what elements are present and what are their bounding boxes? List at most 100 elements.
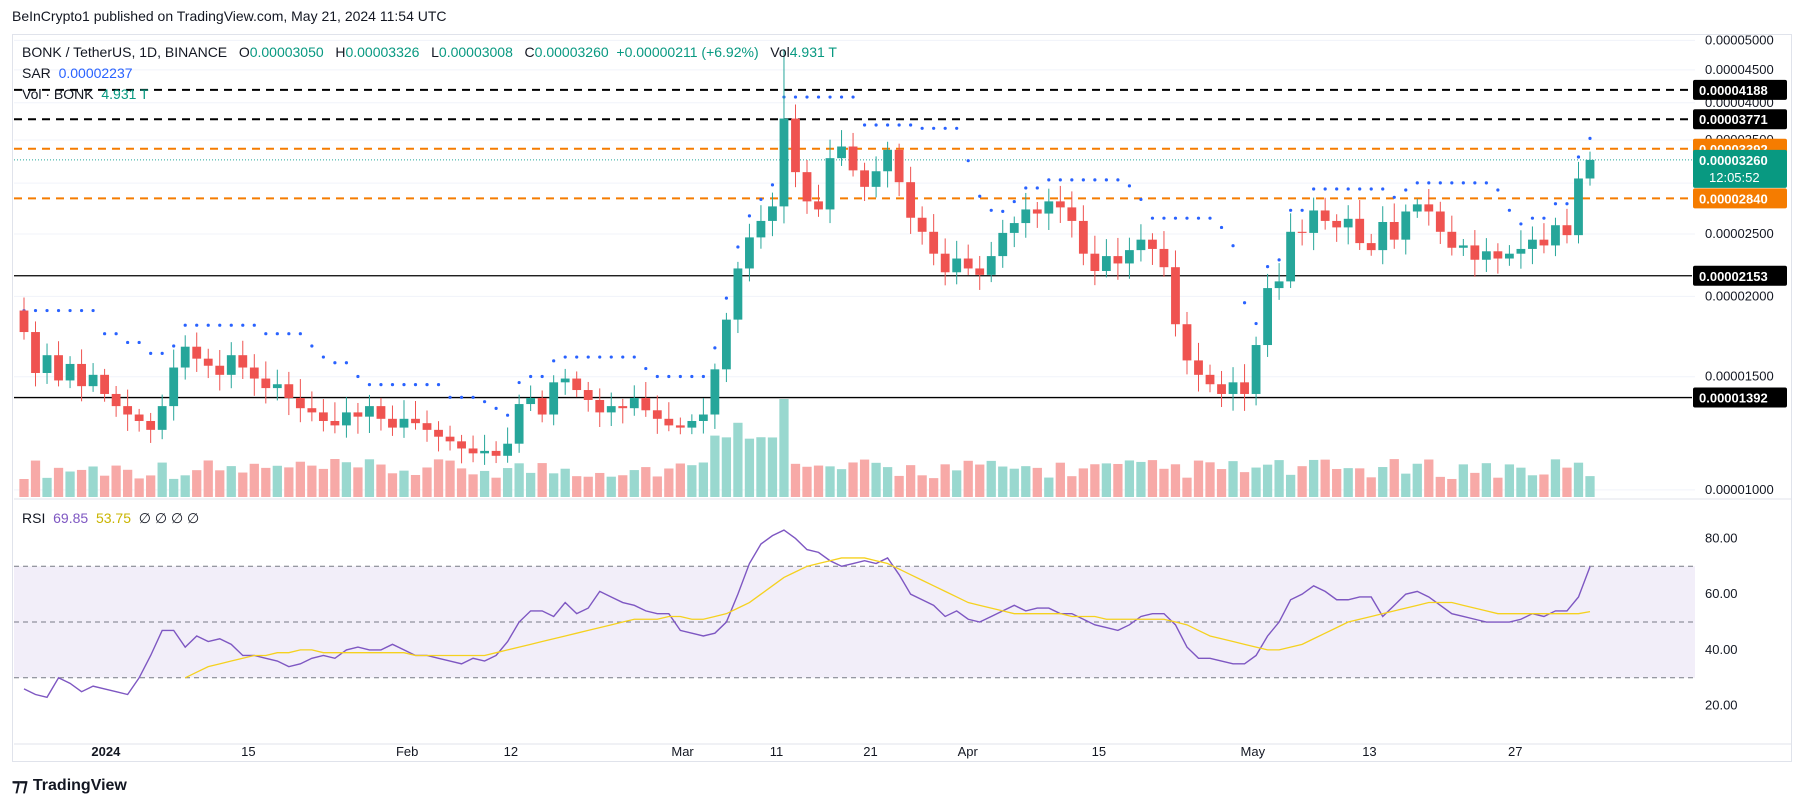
sar-dot [275,332,279,336]
candle-body [1274,281,1284,289]
volume-bar [1355,468,1365,497]
volume-bar [445,460,455,497]
sar-dot [1588,136,1592,140]
volume-bar [1228,461,1238,497]
sar-dot [1530,216,1535,220]
candle-body [1378,221,1388,251]
volume-bar [1458,464,1468,497]
sar-dot [56,308,61,313]
candle-body [1228,382,1238,394]
volume-bar [1297,466,1307,497]
volume-bar [180,475,190,497]
sar-dot [713,346,717,350]
time-tick-label: 27 [1508,744,1522,759]
price-tick-label: 0.00002000 [1705,288,1774,303]
candle-body [134,414,144,421]
volume-bar [387,473,398,497]
candle-body [1044,201,1054,214]
candle-body [871,171,881,187]
candle-body [917,217,927,232]
candle-body [860,170,869,187]
volume-bar [1447,478,1457,497]
time-tick-label: Mar [671,744,694,759]
candle-body [1125,250,1134,264]
sar-dots [22,95,1592,417]
volume-legend[interactable]: Vol · BONK 4.931 T [22,86,149,102]
sar-dot [1438,181,1442,185]
symbol-label[interactable]: BONK / TetherUS, 1D, BINANCE [22,44,228,60]
sar-dot [379,383,383,387]
candle-body [768,206,777,221]
sar-dot [506,413,510,417]
volume-bar [76,469,87,497]
sar-dot [1565,202,1569,206]
sar-dot [816,95,821,99]
volume-bar [1009,468,1019,497]
volume-bar [1504,464,1515,497]
change-value: +0.00000211 (+6.92%) [616,44,759,60]
volume-bar [537,463,547,497]
volume-bar [1343,468,1353,497]
sar-dot [33,308,38,313]
volume-bar [698,462,709,497]
volume-bar [1493,477,1503,497]
candle-body [698,414,708,421]
volume-bar [595,472,605,497]
volume-bar [1182,477,1192,497]
candle-body [733,268,743,320]
volume-bar [1401,473,1411,497]
volume-bar [1159,468,1169,497]
rsi-tick-label: 40.00 [1705,642,1738,657]
volume-bar [502,468,513,497]
sar-dot [183,323,187,327]
sar-dot [321,355,325,359]
volume-bar [641,467,651,497]
candle-body [1182,324,1192,361]
volume-bar [30,460,41,497]
last-price-badge [1693,149,1787,188]
volume-bar [1055,462,1065,497]
tradingview-footer[interactable]: ⁊⁊ TradingView [12,776,127,796]
level-badge [1693,188,1787,209]
rsi-extra: ∅ ∅ ∅ ∅ [138,510,200,526]
candle-body [192,346,202,359]
candle-body [537,397,547,415]
low-label: L [431,44,439,60]
sar-dot [793,95,798,99]
sar-dot [1289,208,1293,212]
sar-dot [1496,188,1500,192]
candle-body [468,448,478,454]
candle-body [560,378,570,383]
time-tick-label: Apr [958,744,979,759]
sar-dot [425,383,429,387]
level-badge [1693,79,1787,100]
volume-bar [157,462,167,497]
sar-dot [1208,216,1212,220]
candle-body [514,404,524,444]
volume-bar [1527,475,1538,497]
candle-body [883,149,893,172]
sar-dot [989,208,993,212]
sar-dot [586,355,590,359]
volume-bar [975,464,985,497]
volume-bar [99,475,110,497]
sar-dot [897,123,901,127]
candle-body [376,406,386,419]
candle-body [825,158,835,210]
volume-bar [1021,466,1031,497]
sar-dot [137,340,141,345]
volume-bar [134,478,144,497]
candle-body [123,406,133,415]
sar-dot [1185,216,1189,220]
rsi-legend[interactable]: RSI 69.85 53.75 ∅ ∅ ∅ ∅ [22,510,199,527]
volume-bar [456,468,467,497]
candle-body [1401,211,1411,240]
sar-dot [920,126,924,130]
candle-body [307,408,317,413]
volume-bar [169,478,179,497]
sar-legend[interactable]: SAR 0.00002237 [22,65,133,81]
price-badges: 0.000041880.000037710.000033920.00002840… [1693,79,1787,408]
candle-body [111,393,121,407]
candle-body [1021,209,1031,224]
